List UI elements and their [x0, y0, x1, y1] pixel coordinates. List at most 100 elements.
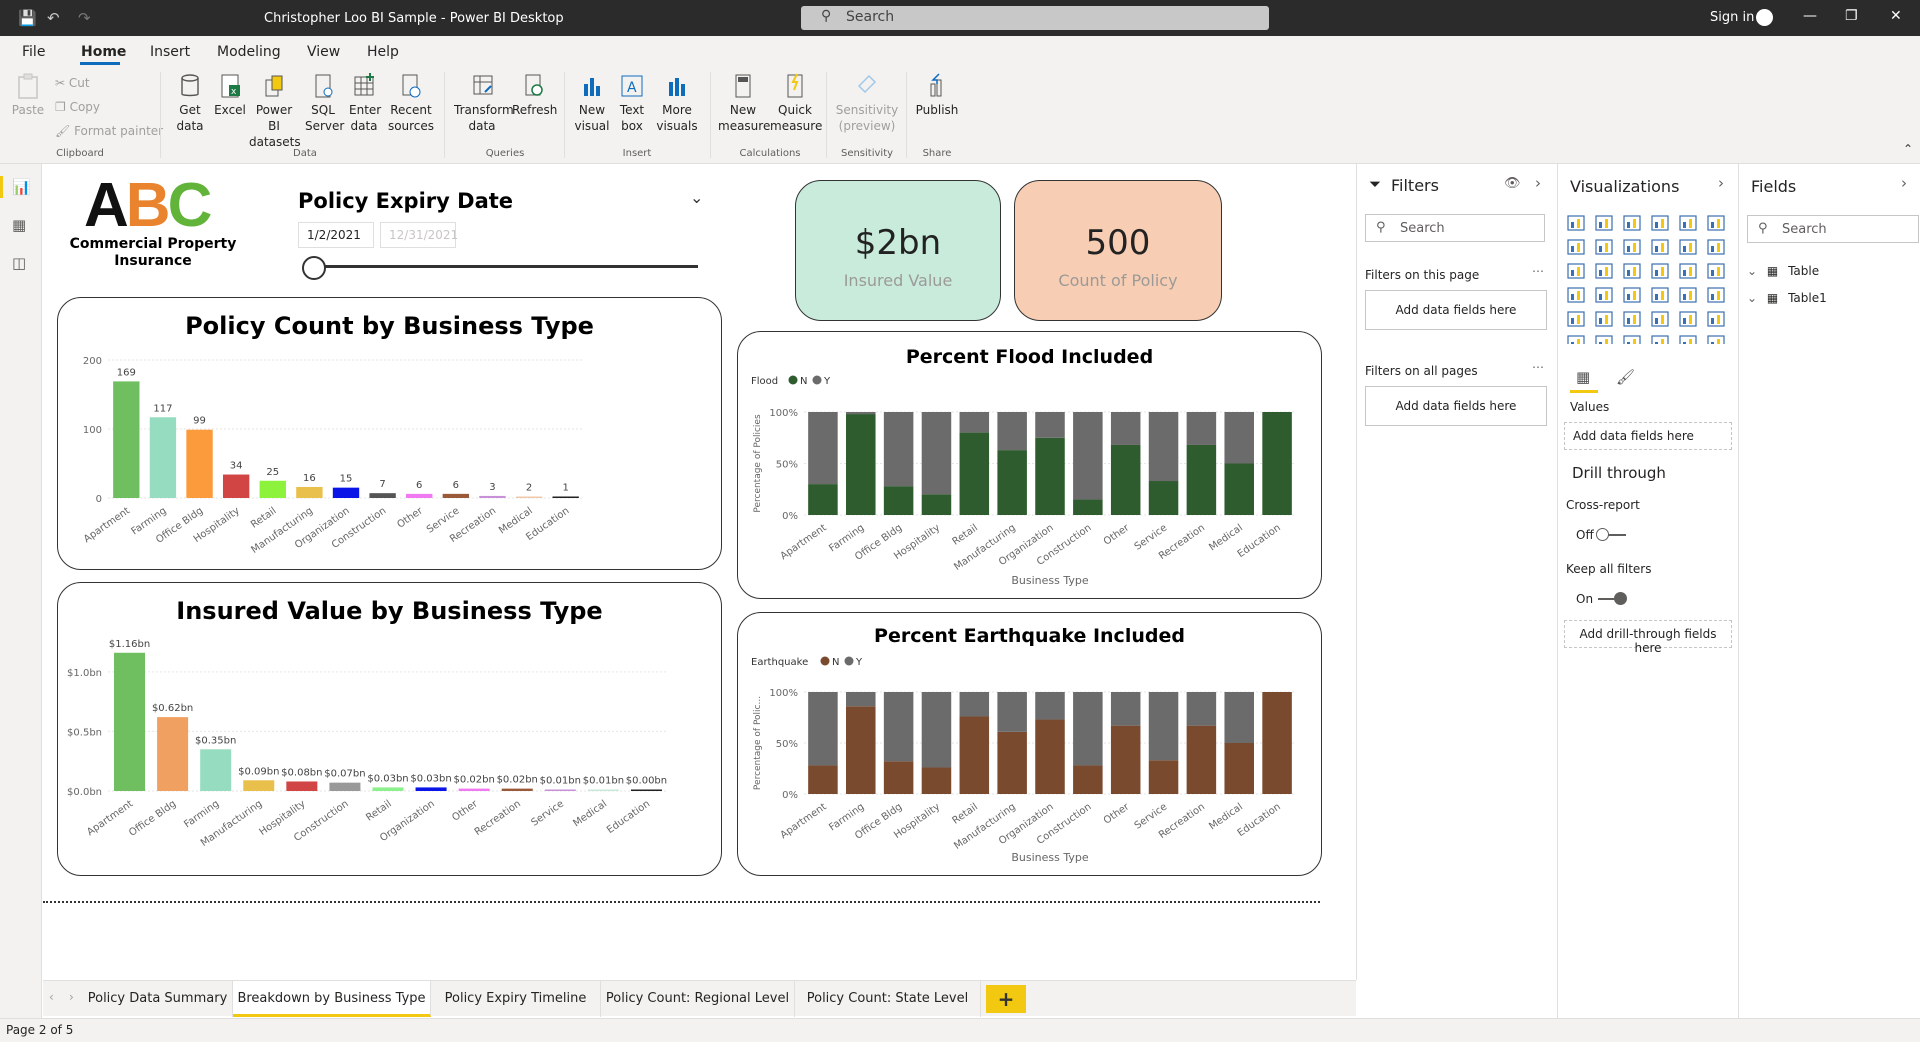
new-visual-button[interactable]: New visual [572, 72, 612, 134]
sensitivity-button[interactable]: Sensitivity (preview) [834, 72, 900, 134]
text-box-button[interactable]: A Text box [614, 72, 650, 134]
cut-button[interactable]: ✂ Cut [55, 76, 90, 90]
insured-value-chart-card[interactable]: Insured Value by Business Type $0.0bn $0.… [57, 582, 722, 876]
policy-count-card[interactable]: 500 Count of Policy [1014, 180, 1222, 321]
format-painter-button[interactable]: 🖌 Format painter [55, 124, 164, 138]
bar [406, 493, 433, 498]
add-page-button[interactable]: + [986, 985, 1026, 1013]
kpi-value: 500 [1085, 223, 1151, 263]
copy-button[interactable]: ❐ Copy [55, 100, 101, 114]
visual-type-icon-bar [1605, 339, 1608, 344]
recent-sources-button[interactable]: Recent sources [384, 72, 438, 134]
visual-type-icon [1651, 263, 1669, 279]
new-measure-button[interactable]: New measure [718, 72, 770, 134]
menu-file[interactable]: File [22, 44, 46, 60]
next-page-icon[interactable]: › [69, 990, 74, 1004]
more-visuals-button[interactable]: More visuals [652, 72, 702, 134]
visual-type-icon-bar [1661, 219, 1664, 228]
cross-report-toggle[interactable] [1598, 534, 1626, 536]
redo-icon[interactable]: ↷ [78, 9, 91, 27]
bar-segment [959, 716, 990, 794]
menu-modeling[interactable]: Modeling [217, 44, 281, 60]
power-bi-datasets-button[interactable]: Power BI datasets [249, 72, 301, 150]
collapse-ribbon-icon[interactable]: ⌃ [1903, 142, 1914, 156]
visual-type-icon-bar [1633, 267, 1636, 276]
datasets-icon [265, 75, 283, 97]
get-data-button[interactable]: Get data [168, 72, 212, 134]
more-options-icon[interactable]: ⋯ [1532, 264, 1544, 278]
chart-title: Percent Flood Included [905, 346, 1154, 368]
menu-view[interactable]: View [307, 44, 341, 60]
policy-count-chart-card[interactable]: Policy Count by Business Type 0 100 200 169… [57, 297, 722, 570]
fields-well-icon[interactable]: ▦ [1576, 368, 1591, 386]
tab-policy-expiry-timeline[interactable]: Policy Expiry Timeline [431, 981, 601, 1017]
transform-data-button[interactable]: Transform data [454, 72, 514, 134]
tab-policy-count-regional[interactable]: Policy Count: Regional Level [601, 981, 795, 1017]
slicer-track[interactable] [312, 265, 698, 268]
svg-text:x: x [231, 87, 237, 97]
earthquake-chart-card[interactable]: Percent Earthquake Included Earthquake N Y… [737, 612, 1322, 876]
search-icon: ⚲ [1758, 221, 1768, 236]
collapse-fields-icon[interactable]: › [1901, 174, 1907, 192]
prev-page-icon[interactable]: ‹ [49, 990, 54, 1004]
data-label: 16 [303, 473, 316, 484]
flood-chart-card[interactable]: Percent Flood Included Flood N Y 0% 50% 100% P… [737, 331, 1322, 599]
undo-icon[interactable]: ↶ [47, 9, 60, 27]
close-icon[interactable]: ✕ [1890, 8, 1902, 24]
excel-button[interactable]: x Excel [214, 72, 246, 118]
paste-button[interactable]: Paste [10, 72, 46, 118]
bar-segment [1035, 719, 1065, 794]
keep-filters-toggle-knob[interactable] [1614, 592, 1627, 605]
visual-type-icon [1567, 335, 1585, 344]
publish-button[interactable]: Publish [914, 72, 960, 118]
report-view-icon[interactable]: 📊 [12, 178, 31, 196]
slicer-handle[interactable] [302, 256, 326, 280]
menu-help[interactable]: Help [367, 44, 399, 60]
eye-icon[interactable]: 👁 [1504, 176, 1521, 191]
drill-through-drop-well[interactable]: Add drill-through fields here [1564, 620, 1732, 655]
filters-page-drop-well[interactable]: Add data fields here [1365, 290, 1547, 330]
slicer-start-date[interactable]: 1/2/2021 [298, 222, 374, 248]
values-drop-well[interactable]: Add data fields here [1564, 422, 1732, 450]
sign-in-link[interactable]: Sign in [1710, 10, 1755, 25]
bar [286, 781, 318, 791]
title-search-box[interactable]: ⚲ Search [801, 6, 1269, 30]
filters-search-input[interactable]: ⚲ Search [1365, 214, 1545, 242]
filters-all-drop-well[interactable]: Add data fields here [1365, 386, 1547, 426]
enter-data-button[interactable]: Enter data [346, 72, 382, 134]
data-view-icon[interactable]: ▦ [12, 216, 27, 234]
avatar[interactable] [1756, 9, 1773, 26]
format-roller-icon[interactable]: 🖌 [1616, 368, 1636, 386]
menu-home[interactable]: Home [81, 44, 127, 60]
keep-all-filters-state: On [1576, 592, 1594, 606]
cross-report-toggle-knob[interactable] [1596, 528, 1609, 541]
save-icon[interactable]: 💾 [18, 9, 37, 27]
refresh-button[interactable]: Refresh [512, 72, 557, 118]
tab-policy-data-summary[interactable]: Policy Data Summary [83, 981, 233, 1017]
insured-value-card[interactable]: $2bn Insured Value [795, 180, 1001, 321]
bar-segment [1148, 412, 1179, 482]
quick-measure-button[interactable]: Quick measure [770, 72, 822, 134]
chevron-down-icon[interactable]: ⌄ [690, 188, 704, 207]
slicer-end-date[interactable]: 12/31/2021 [380, 222, 458, 248]
tab-policy-count-state[interactable]: Policy Count: State Level [795, 981, 981, 1017]
field-table-item[interactable]: ⌄ ▦ Table [1747, 264, 1819, 278]
sql-server-button[interactable]: SQL Server [303, 72, 344, 134]
visual-type-icon-bar [1661, 315, 1664, 324]
data-label: 15 [340, 474, 353, 485]
excel-label: Excel [214, 103, 246, 117]
tab-breakdown-by-business-type[interactable]: Breakdown by Business Type [233, 981, 431, 1017]
keep-filters-toggle[interactable] [1598, 598, 1626, 600]
collapse-filters-icon[interactable]: › [1535, 174, 1541, 192]
minimize-icon[interactable]: — [1803, 8, 1817, 24]
field-table-item[interactable]: ⌄ ▦ Table1 [1747, 291, 1827, 305]
model-view-icon[interactable]: ◫ [12, 254, 27, 272]
bar-segment [1224, 412, 1254, 464]
fields-search-input[interactable]: ⚲ Search [1747, 215, 1919, 243]
more-options-icon[interactable]: ⋯ [1532, 360, 1544, 374]
bar-segment [808, 484, 838, 515]
collapse-viz-icon[interactable]: › [1718, 174, 1724, 192]
restore-icon[interactable]: ❐ [1845, 8, 1858, 24]
visual-type-gallery[interactable] [1566, 214, 1736, 344]
menu-insert[interactable]: Insert [150, 44, 191, 60]
